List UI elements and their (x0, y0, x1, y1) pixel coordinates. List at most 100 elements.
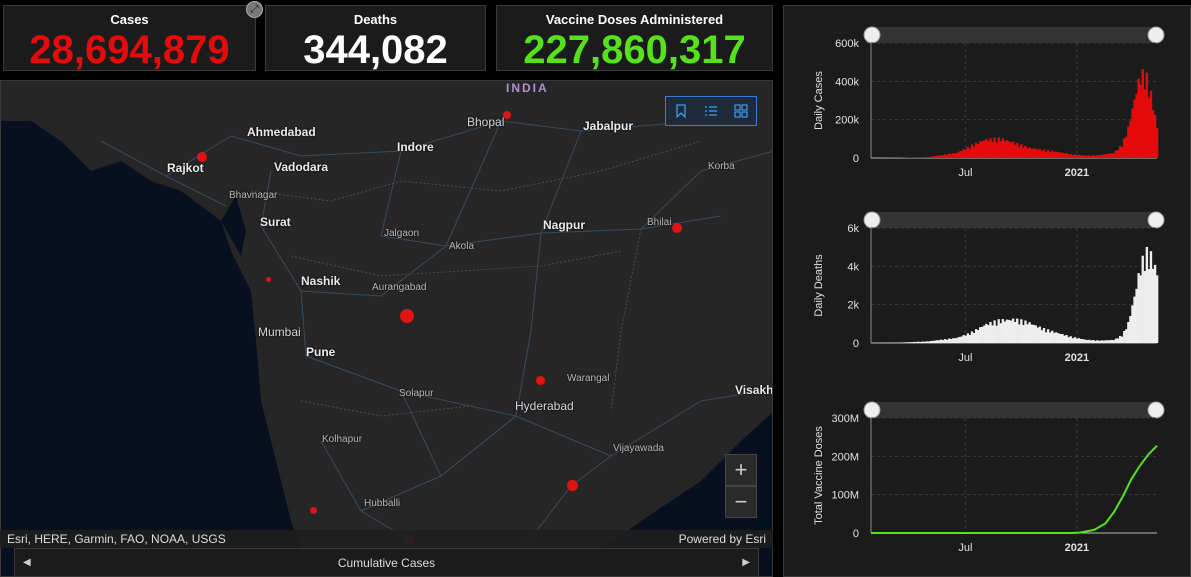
bar (931, 340, 935, 343)
attribution-text[interactable]: Esri, HERE, Garmin, FAO, NOAA, USGS (7, 532, 226, 546)
bar (1067, 337, 1070, 343)
bar (1020, 319, 1023, 343)
deaths-title: Deaths (353, 12, 398, 27)
case-dot[interactable] (266, 277, 271, 282)
slider-handle-start[interactable] (863, 26, 881, 44)
y-tick-label: 2k (847, 300, 859, 312)
bar (1139, 275, 1142, 343)
bar (1081, 155, 1085, 158)
bar (1106, 153, 1109, 158)
bar (1016, 318, 1019, 343)
expand-icon[interactable]: ⤢ (246, 1, 263, 18)
bar (979, 327, 982, 343)
bar (1110, 339, 1114, 343)
bar (1141, 69, 1144, 158)
map-view[interactable]: INDIA Ahmedabad Bhopal Jabalpur Rajkot V… (0, 80, 773, 577)
case-dot[interactable] (672, 223, 682, 233)
bar (1116, 150, 1120, 158)
bar (1147, 97, 1151, 158)
x-tick-label: Jul (958, 167, 972, 179)
bar (1034, 325, 1037, 343)
bar (1007, 319, 1011, 343)
bar (1135, 288, 1138, 343)
bar (964, 335, 967, 343)
slider-handle-start[interactable] (863, 401, 881, 419)
bar (954, 153, 957, 158)
bar (1032, 148, 1035, 158)
bar (1131, 108, 1134, 158)
bar (964, 149, 967, 158)
case-dot[interactable] (536, 376, 545, 385)
bar (913, 157, 916, 158)
case-dot[interactable] (567, 480, 578, 491)
bar (956, 152, 959, 158)
basemap-gallery-icon[interactable] (726, 97, 756, 125)
city-label: Bhilai (647, 217, 672, 228)
bar (1114, 338, 1118, 343)
prev-arrow-icon[interactable]: ◀ (23, 557, 31, 568)
bar (968, 335, 972, 343)
bar (1133, 99, 1136, 158)
bar (966, 146, 970, 158)
city-label: Surat (260, 215, 291, 229)
map-attribution: Esri, HERE, Garmin, FAO, NOAA, USGS Powe… (0, 530, 773, 548)
slider-handle-end[interactable] (1147, 211, 1165, 229)
zoom-out-button[interactable]: − (725, 486, 757, 518)
charts-panel: 600k 400k 200k 0 Jul 2021 Daily Cases 6k 4k 2k 0 J… (783, 5, 1191, 577)
case-dot[interactable] (503, 111, 511, 119)
bookmark-icon[interactable] (666, 97, 696, 125)
bar (985, 323, 988, 343)
city-label: Hyderabad (515, 399, 574, 413)
bar (1102, 340, 1105, 343)
bar (919, 341, 922, 343)
bar (1145, 246, 1149, 343)
bar (1086, 155, 1089, 158)
bar (999, 141, 1002, 158)
bar (1061, 152, 1064, 158)
bar (1018, 146, 1021, 158)
bar (911, 157, 914, 158)
bar (1098, 340, 1101, 343)
country-label: INDIA (506, 81, 549, 95)
bar (1024, 320, 1027, 343)
bar (1020, 144, 1023, 158)
bar (939, 154, 943, 158)
case-dot[interactable] (310, 507, 317, 514)
y-axis-label: Daily Cases (813, 71, 825, 130)
bar (1088, 155, 1091, 158)
bar (1077, 338, 1081, 343)
bar (1038, 148, 1042, 158)
case-dot[interactable] (197, 152, 207, 162)
case-dot[interactable] (400, 309, 414, 323)
y-tick-label: 400k (835, 76, 859, 88)
bar (944, 339, 947, 343)
slider-handle-start[interactable] (863, 211, 881, 229)
bar (1081, 339, 1085, 343)
bar (939, 339, 943, 343)
bar (917, 157, 920, 158)
bar (979, 141, 982, 158)
zoom-in-button[interactable]: + (725, 454, 757, 486)
bar (1112, 153, 1116, 158)
legend-list-icon[interactable] (696, 97, 726, 125)
y-tick-label: 6k (847, 223, 859, 235)
bar (983, 140, 986, 158)
bar (1063, 335, 1066, 343)
bar (974, 142, 978, 158)
map-toolbar (665, 96, 757, 126)
bar (1125, 136, 1128, 158)
bar (944, 154, 947, 158)
bar (946, 154, 949, 158)
slider-handle-end[interactable] (1147, 401, 1165, 419)
next-arrow-icon[interactable]: ▶ (742, 557, 750, 568)
bar (1028, 322, 1031, 343)
bar (1063, 153, 1066, 158)
powered-by-esri[interactable]: Powered by Esri (678, 532, 766, 546)
bar (1106, 340, 1109, 343)
bar (1141, 255, 1144, 343)
bar (1127, 321, 1130, 343)
bar (1096, 340, 1099, 343)
bar (991, 141, 994, 158)
city-label: Bhopal (467, 115, 505, 129)
slider-handle-end[interactable] (1147, 26, 1165, 44)
